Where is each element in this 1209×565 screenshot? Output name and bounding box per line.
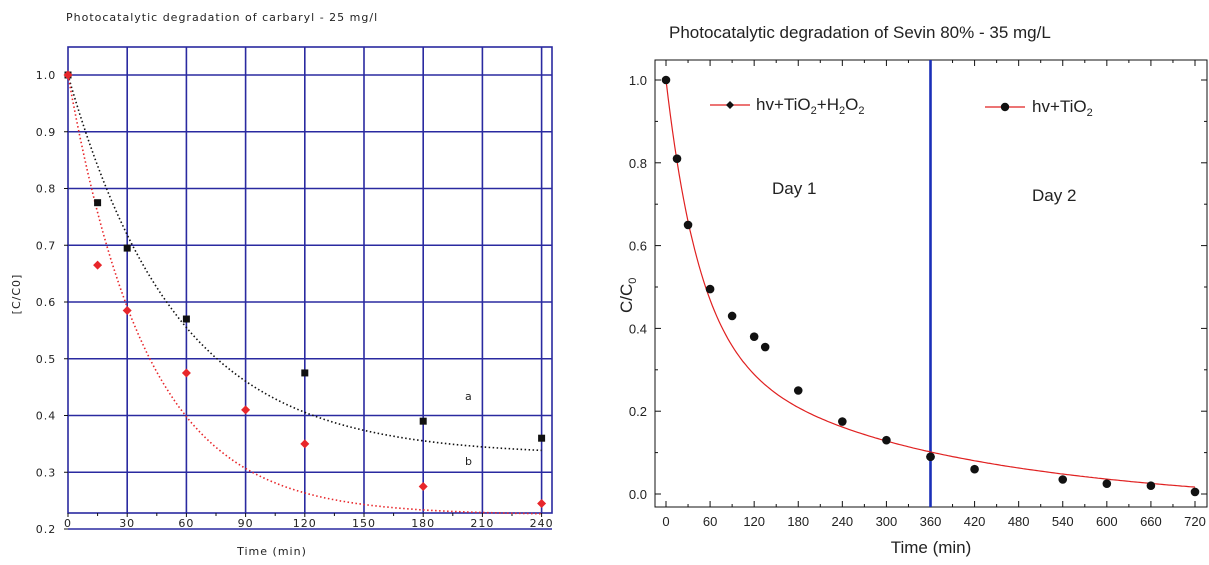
series-a-point [123, 244, 131, 252]
carbaryl-grid [67, 46, 553, 530]
carbaryl-x-tick-label: 30 [119, 517, 135, 530]
sevin-x-tick-label: 480 [1008, 514, 1030, 529]
day-2-point [1058, 475, 1068, 484]
sevin-x-tick-label: 120 [743, 514, 765, 529]
series-a-label: a [465, 390, 473, 403]
sevin-y-tick-label: 1.0 [629, 73, 647, 88]
series-a-point [538, 434, 546, 442]
day-1-point [661, 75, 671, 85]
day-2-point [970, 464, 979, 474]
series-b-label: b [465, 455, 473, 468]
series-a-point [182, 315, 190, 323]
series-a-point [419, 417, 427, 425]
day-2-point [1146, 481, 1156, 491]
series-a-point [301, 369, 309, 377]
day-1-point [705, 284, 715, 294]
legend-diamond-marker [726, 101, 734, 109]
series-b-point [241, 405, 251, 415]
carbaryl-y-tick-label: 0.8 [36, 183, 57, 196]
day-1-point [838, 417, 847, 426]
sevin-x-tick-label: 600 [1096, 514, 1118, 529]
carbaryl-y-axis-label: [C/C0] [10, 274, 23, 315]
carbaryl-x-tick-label: 120 [293, 517, 317, 530]
series-b-point [181, 368, 191, 378]
day-2-point [1190, 487, 1200, 497]
legend-item-hv-tio2-h2o2: hv+TiO2+H2O2 [710, 95, 864, 117]
sevin-x-tick-label: 60 [703, 514, 717, 529]
carbaryl-y-tick-label: 0.9 [36, 126, 57, 139]
day-1-point [727, 311, 737, 321]
sevin-x-tick-label: 660 [1140, 514, 1162, 529]
carbaryl-y-tick-label: 0.2 [36, 523, 57, 536]
day-1-point [683, 220, 693, 230]
carbaryl-y-tick-label: 0.6 [36, 296, 57, 309]
day-1-point [882, 435, 891, 445]
sevin-y-tick-label: 0.0 [629, 487, 647, 502]
sevin-x-tick-label: 240 [831, 514, 853, 529]
carbaryl-x-axis-label: Time (min) [236, 545, 307, 558]
sevin-y-tick-label: 0.6 [629, 239, 647, 254]
carbaryl-chart: Photocatalytic degradation of carbaryl -… [10, 11, 554, 558]
carbaryl-x-tick-label: 90 [238, 517, 254, 530]
carbaryl-y-tick-label: 0.7 [36, 239, 57, 252]
carbaryl-curves [67, 74, 542, 515]
day-2-point [926, 452, 935, 462]
legend-label-hv-tio2: hv+TiO2 [1032, 97, 1093, 119]
sevin-x-tick-label: 420 [964, 514, 986, 529]
day-1-point [672, 154, 682, 163]
carbaryl-points [63, 70, 547, 508]
sevin-points [661, 75, 1200, 497]
day-1-point [793, 386, 803, 395]
legend-item-hv-tio2: hv+TiO2 [985, 97, 1093, 119]
series-a-point [94, 199, 102, 207]
carbaryl-x-tick-label: 180 [411, 517, 435, 530]
sevin-x-tick-label: 0 [662, 514, 669, 529]
sevin-y-axis-label: C/C0 [617, 278, 639, 313]
sevin-x-tick-label: 180 [787, 514, 809, 529]
sevin-x-tick-label: 540 [1052, 514, 1074, 529]
carbaryl-x-tick-label: 60 [178, 517, 194, 530]
sevin-x-tick-label: 300 [876, 514, 898, 529]
series-b-fit-curve [67, 74, 542, 515]
carbaryl-ticks: 0 30 60 90 120 150 180 210 240 0.2 0.3 0.4 0.5 0.6 0.7… [36, 69, 554, 536]
day-2-label: Day 2 [1032, 186, 1076, 205]
series-b-point [418, 481, 428, 491]
series-b-point [300, 439, 310, 449]
series-b-point [122, 306, 132, 316]
sevin-fit-curve [665, 79, 1196, 488]
sevin-y-tick-label: 0.4 [629, 321, 647, 336]
series-b-point [63, 70, 73, 80]
legend-circle-marker [1000, 102, 1010, 112]
legend: hv+TiO2+H2O2 hv+TiO2 [710, 95, 1093, 119]
sevin-y-tick-label: 0.8 [629, 156, 647, 171]
carbaryl-y-tick-label: 1.0 [36, 69, 57, 82]
carbaryl-x-tick-label: 240 [530, 517, 554, 530]
carbaryl-plot-frame [67, 46, 553, 514]
sevin-chart: Photocatalytic degradation of Sevin 80% … [617, 23, 1208, 557]
sevin-chart-panel: Photocatalytic degradation of Sevin 80% … [600, 0, 1209, 565]
legend-label-hv-tio2-h2o2: hv+TiO2+H2O2 [756, 95, 864, 117]
carbaryl-y-tick-label: 0.5 [36, 353, 57, 366]
carbaryl-chart-panel: Photocatalytic degradation of carbaryl -… [0, 0, 590, 565]
day-1-point [749, 332, 759, 341]
carbaryl-y-tick-label: 0.3 [36, 466, 57, 479]
carbaryl-x-tick-label: 210 [470, 517, 494, 530]
carbaryl-x-tick-label: 150 [352, 517, 376, 530]
series-a-fit-curve [67, 74, 542, 452]
day-1-label: Day 1 [772, 179, 816, 198]
sevin-x-axis-label: Time (min) [891, 538, 972, 557]
sevin-fit-line [665, 79, 1196, 488]
series-b-point [537, 498, 547, 508]
sevin-y-tick-label: 0.2 [629, 404, 647, 419]
sevin-chart-title: Photocatalytic degradation of Sevin 80% … [669, 23, 1051, 42]
carbaryl-y-tick-label: 0.4 [36, 410, 57, 423]
day-2-point [1102, 479, 1112, 488]
series-b-point [93, 260, 103, 270]
sevin-ticks: 0 60 120 180 240 300 360 420 480 540 600 660 720 0.0 0… [629, 60, 1207, 529]
carbaryl-chart-title: Photocatalytic degradation of carbaryl -… [66, 11, 378, 24]
carbaryl-x-tick-label: 0 [64, 517, 72, 530]
sevin-x-tick-label: 720 [1184, 514, 1206, 529]
sevin-x-tick-label: 360 [920, 514, 942, 529]
day-1-point [760, 342, 770, 352]
